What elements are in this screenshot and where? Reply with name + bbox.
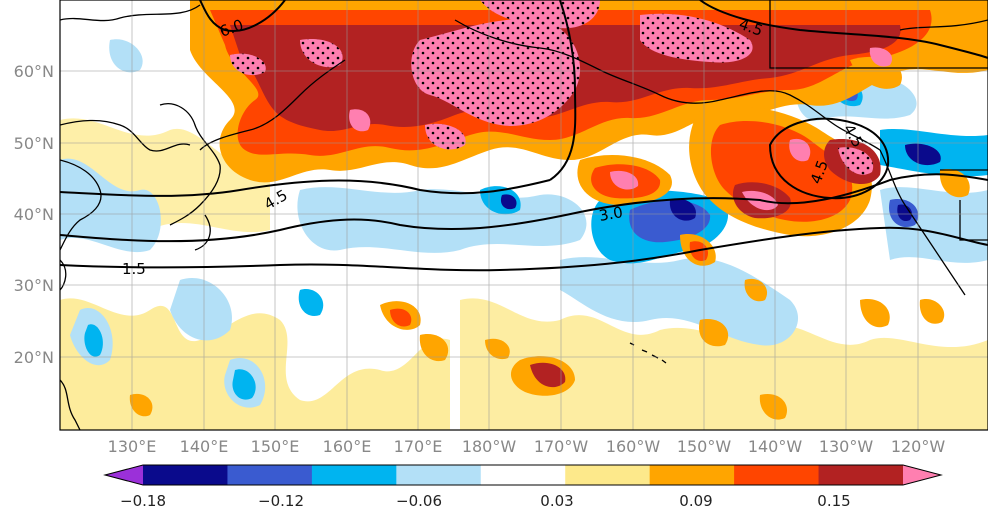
lon-axis: 130°E 140°E 150°E 160°E 170°E 180°W 170°… (108, 437, 946, 456)
lon-tick-label: 160°E (323, 437, 372, 456)
contour-label: 3.0 (598, 203, 625, 225)
lon-tick-label: 120°W (891, 437, 946, 456)
colorbar-segment (311, 465, 397, 485)
colorbar-segment (396, 465, 482, 485)
colorbar-tick-label: −0.06 (396, 492, 442, 510)
hawaii (629, 342, 667, 364)
lon-tick-label: 160°W (606, 437, 661, 456)
lat-tick-label: 60°N (14, 62, 54, 81)
map-frame (59, 0, 988, 431)
colorbar-segment (649, 465, 735, 485)
colorbar-segment (480, 465, 566, 485)
lat-tick-label: 50°N (14, 134, 54, 153)
lon-tick-label: 150°E (251, 437, 300, 456)
contour-lines (60, 0, 988, 272)
contour-label: 1.5 (122, 260, 146, 278)
lon-tick-label: 140°E (180, 437, 229, 456)
colorbar-segment (565, 465, 651, 485)
lon-tick-label: 130°E (108, 437, 157, 456)
colorbar-labels: −0.18 −0.12 −0.06 0.03 0.09 0.15 (120, 492, 851, 510)
colorbar-tick-label: 0.15 (817, 492, 850, 510)
lon-tick-label: 150°W (677, 437, 732, 456)
colorbar (103, 464, 943, 486)
coastlines (60, 0, 988, 430)
colorbar-tick-label: −0.12 (258, 492, 304, 510)
lat-tick-label: 20°N (14, 348, 54, 367)
colorbar-segment (143, 465, 228, 485)
colorbar-extend-high (903, 465, 941, 485)
gridlines (60, 0, 988, 430)
colorbar-segment (734, 465, 820, 485)
lon-tick-label: 130°W (819, 437, 874, 456)
colorbar-outline (103, 464, 943, 486)
map-panel: 6.0 4.5 4.5 3.0 1.5 4.5 4.5 (60, 0, 988, 430)
lon-tick-label: 180°W (462, 437, 517, 456)
lon-tick-label: 170°W (534, 437, 589, 456)
lat-tick-label: 30°N (14, 276, 54, 295)
lon-tick-label: 170°E (394, 437, 443, 456)
colorbar-tick-label: −0.18 (120, 492, 166, 510)
lon-tick-label: 140°W (748, 437, 803, 456)
colorbar-tick-label: 0.03 (540, 492, 573, 510)
colorbar-segment (818, 465, 904, 485)
lat-tick-label: 40°N (14, 205, 54, 224)
colorbar-segment (227, 465, 313, 485)
colorbar-tick-label: 0.09 (679, 492, 712, 510)
lat-axis: 20°N 30°N 40°N 50°N 60°N (14, 62, 54, 367)
colorbar-extend-low (105, 465, 143, 485)
